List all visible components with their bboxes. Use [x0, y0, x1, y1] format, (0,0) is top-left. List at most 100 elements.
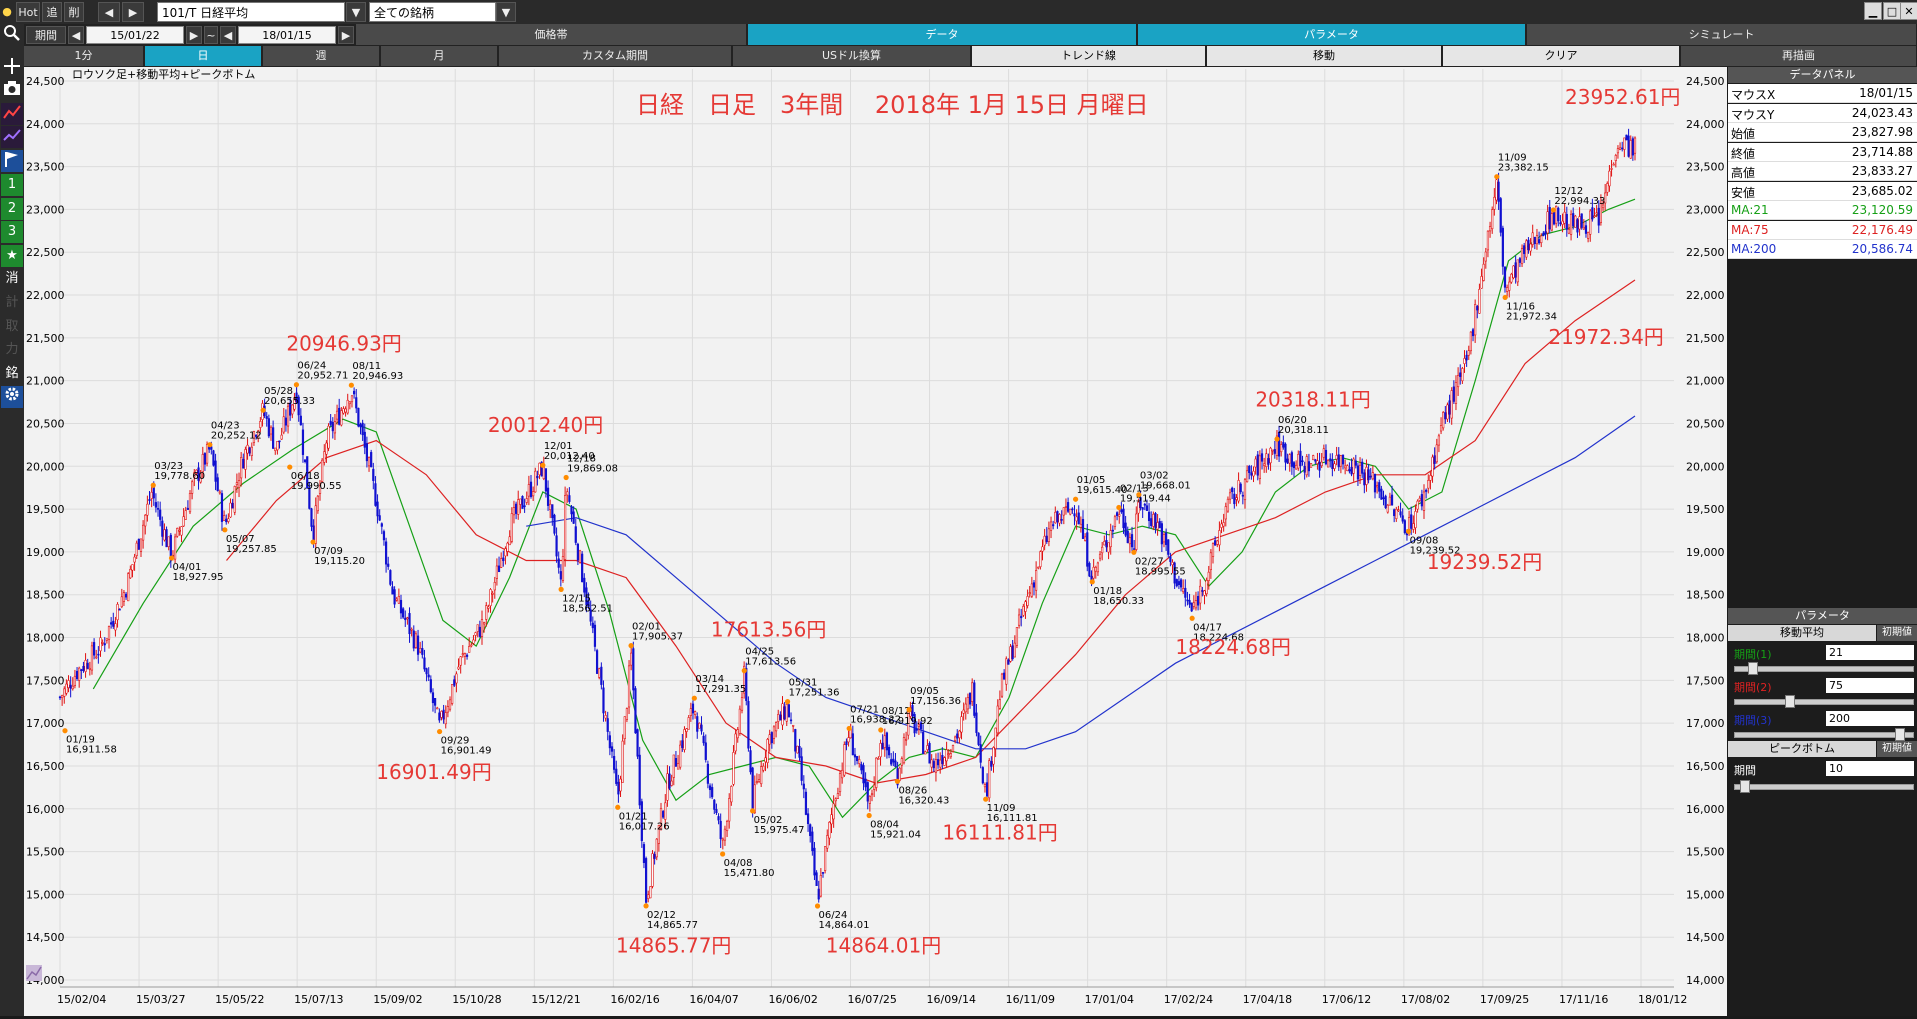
peak-value-label: 16,901.49 [441, 746, 492, 757]
stock-button[interactable]: 銘 [5, 366, 19, 381]
candle-body [148, 499, 151, 501]
symbol-dropdown-button[interactable]: ▼ [346, 2, 366, 22]
candle-body [755, 781, 759, 783]
lightbulb-icon[interactable]: ● [0, 2, 14, 22]
candle-body [1150, 518, 1153, 526]
end-next-button[interactable]: ▶ [338, 26, 354, 44]
candle-body [666, 773, 669, 801]
preset-3-button[interactable]: 3 [1, 221, 23, 243]
start-date-field[interactable]: 15/01/22 [86, 26, 184, 44]
price-chart[interactable]: 01/19 16,911.58 03/23 19,778.60 04/01 18,927.… [24, 67, 1727, 1016]
symbol-field[interactable]: 101/T 日経平均 [157, 2, 345, 22]
delete-button[interactable]: 削 [64, 2, 84, 22]
candle-body [951, 744, 955, 752]
minimize-button[interactable]: ▁ [1864, 2, 1882, 20]
candle-body [753, 784, 756, 813]
maximize-button[interactable]: □ [1883, 2, 1901, 20]
ma-period-row: 期間(2) 75 [1728, 677, 1917, 695]
peak-period-slider[interactable] [1734, 780, 1914, 793]
crosshair-icon[interactable] [1, 57, 23, 79]
hot-button[interactable]: Hot [16, 2, 40, 22]
preset-2-button[interactable]: 2 [1, 198, 23, 220]
candle-body [625, 708, 629, 720]
ma-period-input[interactable]: 75 [1826, 678, 1914, 693]
clear-button[interactable]: クリア [1443, 46, 1680, 66]
star-icon[interactable]: ★ [1, 245, 23, 267]
candle-body [1290, 452, 1293, 467]
peak-date-label: 01/18 [1093, 586, 1122, 597]
ma-period-slider-thumb[interactable] [1785, 695, 1796, 708]
candle-body [1045, 535, 1048, 542]
trendline-button[interactable]: トレンド線 [972, 46, 1206, 66]
ma-period-slider-thumb[interactable] [1748, 662, 1759, 675]
tab-weekly[interactable]: 週 [263, 46, 380, 66]
peak-marker [563, 474, 569, 481]
candle-body [195, 469, 198, 474]
candle-body [551, 504, 554, 519]
flag-icon[interactable] [1, 150, 23, 172]
fetch-button[interactable]: 取 [5, 319, 19, 334]
peak-value-label: 17,251.36 [789, 688, 840, 699]
tab-price-band[interactable]: 価格帯 [356, 24, 747, 45]
filter-field[interactable]: 全ての銘柄 [369, 2, 496, 22]
peak-period-slider-thumb[interactable] [1740, 780, 1751, 793]
tab-monthly[interactable]: 月 [381, 46, 498, 66]
add-button[interactable]: 追 [42, 2, 62, 22]
tab-daily[interactable]: 日 [145, 46, 262, 66]
prev-symbol-button[interactable]: ◀ [98, 2, 120, 22]
ma-period-input[interactable]: 200 [1826, 711, 1914, 726]
candle-body [146, 503, 149, 516]
tab-data[interactable]: データ [748, 24, 1137, 45]
peak-date-label: 02/12 [647, 910, 676, 921]
tab-usd-conversion[interactable]: USドル換算 [733, 46, 971, 66]
candle-body [740, 697, 744, 711]
close-button[interactable]: ✕ [1900, 2, 1917, 20]
move-button[interactable]: 移動 [1207, 46, 1442, 66]
search-icon[interactable] [1, 24, 23, 46]
power-button[interactable]: 力 [5, 342, 19, 357]
candle-body [1214, 540, 1217, 546]
x-tick-label: 15/07/13 [294, 993, 343, 1006]
camera-icon[interactable] [1, 79, 23, 101]
redraw-button[interactable]: 再描画 [1681, 46, 1917, 66]
ma-period-slider-thumb[interactable] [1894, 728, 1905, 741]
candle-body [1418, 497, 1421, 501]
ma-period-slider[interactable] [1734, 662, 1914, 675]
candle-body [502, 557, 505, 562]
tab-simulate[interactable]: シミュレート [1527, 24, 1917, 45]
chart-purple-icon[interactable] [1, 126, 23, 148]
ma-period-slider[interactable] [1734, 728, 1914, 741]
candle-body [685, 728, 688, 732]
chart-red-icon[interactable] [1, 103, 23, 125]
candle-body [344, 408, 347, 413]
end-prev-button[interactable]: ◀ [220, 26, 236, 44]
ma-reset-button[interactable]: 初期値 [1877, 625, 1917, 641]
start-prev-button[interactable]: ◀ [68, 26, 84, 44]
candle-body [1022, 606, 1025, 616]
peak-period-input[interactable]: 10 [1826, 761, 1914, 776]
peak-date-label: 06/24 [297, 361, 326, 372]
peak-reset-button[interactable]: 初期値 [1877, 741, 1917, 757]
ma-period-input[interactable]: 21 [1826, 645, 1914, 660]
candle-body [640, 801, 643, 841]
candle-body [95, 656, 98, 659]
candle-body [363, 431, 366, 448]
tab-custom-period[interactable]: カスタム期間 [499, 46, 732, 66]
calc-button[interactable]: 計 [5, 295, 19, 310]
preset-1-button[interactable]: 1 [1, 174, 23, 196]
gear-icon[interactable] [1, 386, 23, 408]
next-symbol-button[interactable]: ▶ [122, 2, 144, 22]
filter-dropdown-button[interactable]: ▼ [496, 2, 516, 22]
candle-body [898, 767, 901, 781]
start-next-button[interactable]: ▶ [186, 26, 202, 44]
erase-button[interactable]: 消 [5, 271, 19, 286]
candle-body [841, 769, 844, 779]
tab-parameter[interactable]: パラメータ [1138, 24, 1526, 45]
candle-body [82, 666, 85, 671]
y-tick-label-left: 20,000 [26, 460, 65, 473]
candle-body [63, 688, 66, 697]
tab-1min[interactable]: 1分 [24, 46, 144, 66]
candle-body [1154, 512, 1157, 529]
ma-period-slider[interactable] [1734, 695, 1914, 708]
end-date-field[interactable]: 18/01/15 [238, 26, 336, 44]
